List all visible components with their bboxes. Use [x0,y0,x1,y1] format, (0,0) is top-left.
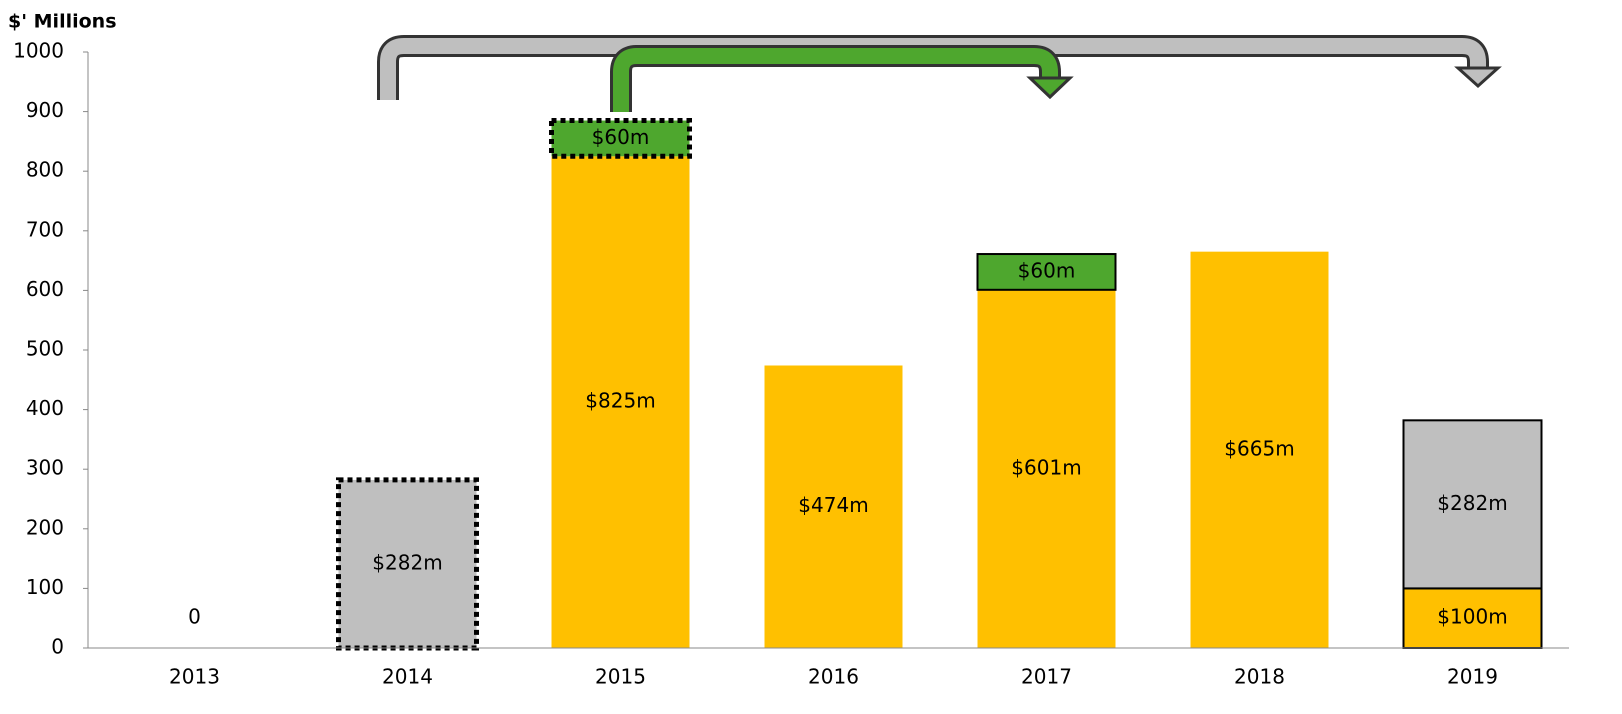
bar-segment [977,289,1116,648]
value-label: $601m [1011,455,1081,479]
bar-segment [1402,419,1543,590]
x-tick-label: 2014 [382,665,433,689]
bar-segment [1190,251,1329,648]
y-tick-label: 700 [26,217,64,241]
bar-segment [551,156,690,649]
x-tick-label: 2013 [169,665,220,689]
x-tick-label: 2017 [1021,665,1072,689]
bar-segment [976,253,1117,291]
x-tick-label: 2019 [1447,665,1498,689]
value-label: $825m [585,389,655,413]
y-tick-label: 300 [26,456,64,480]
value-label: $60m [592,125,650,149]
y-tick-label: 600 [26,277,64,301]
bar-segment [549,118,692,159]
y-tick-label: 400 [26,396,64,420]
arrow-head [1026,76,1074,100]
arrow-outline [610,45,1061,112]
x-tick-label: 2016 [808,665,859,689]
y-tick-label: 800 [26,158,64,182]
y-tick-label: 200 [26,515,64,539]
value-label: $60m [1018,258,1076,282]
value-label: $665m [1224,436,1294,460]
bar-segment [764,365,903,648]
arrows [377,35,1502,112]
x-tick-label: 2015 [595,665,646,689]
y-tick-label: 0 [51,635,64,659]
y-axis-label: $' Millions [8,11,117,33]
value-label: 0 [188,605,201,629]
bar-segment [336,477,479,651]
value-label: $100m [1437,605,1507,629]
y-tick-label: 1000 [13,39,64,63]
y-tick-label: 500 [26,337,64,361]
x-tick-label: 2018 [1234,665,1285,689]
value-label: $282m [372,550,442,574]
value-label: $282m [1437,491,1507,515]
value-label: $474m [798,493,868,517]
y-tick-label: 900 [26,98,64,122]
y-tick-label: 100 [26,575,64,599]
arrow-green [613,48,1058,112]
arrow-head [1454,66,1502,89]
